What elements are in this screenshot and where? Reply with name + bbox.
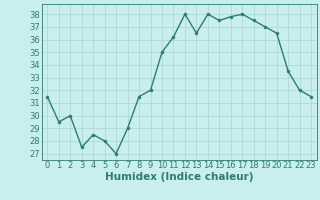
X-axis label: Humidex (Indice chaleur): Humidex (Indice chaleur) bbox=[105, 172, 253, 182]
